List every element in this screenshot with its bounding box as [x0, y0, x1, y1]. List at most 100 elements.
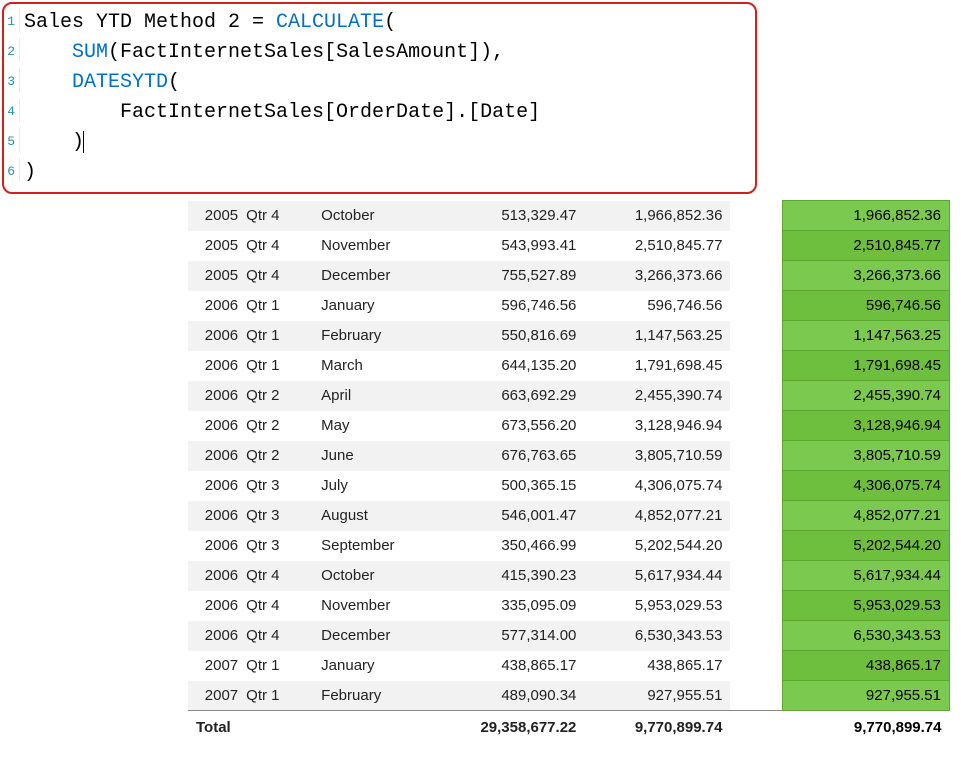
table-row[interactable]: 2006Qtr 4October415,390.235,617,934.445,… [188, 561, 950, 591]
ytd2-cell: 596,746.56 [783, 291, 950, 321]
gap-cell [730, 201, 782, 231]
dax-formula-editor[interactable]: 1Sales YTD Method 2 = CALCULATE(2 SUM(Fa… [2, 2, 757, 194]
ytd1-cell: 4,306,075.74 [584, 471, 730, 501]
ytd1-cell: 1,147,563.25 [584, 321, 730, 351]
ytd1-cell: 6,530,343.53 [584, 621, 730, 651]
results-table-container: 2005Qtr 4October513,329.471,966,852.361,… [188, 200, 950, 744]
amount-cell: 489,090.34 [449, 681, 585, 711]
ytd2-cell: 4,306,075.74 [783, 471, 950, 501]
ytd1-cell: 927,955.51 [584, 681, 730, 711]
amount-cell: 513,329.47 [449, 201, 585, 231]
table-row[interactable]: 2006Qtr 1March644,135.201,791,698.451,79… [188, 351, 950, 381]
amount-cell: 415,390.23 [449, 561, 585, 591]
table-row[interactable]: 2005Qtr 4December755,527.893,266,373.663… [188, 261, 950, 291]
month-cell: January [313, 651, 449, 681]
table-row[interactable]: 2006Qtr 3July500,365.154,306,075.744,306… [188, 471, 950, 501]
gap-cell [730, 411, 782, 441]
gap-cell [730, 501, 782, 531]
gap-cell [730, 651, 782, 681]
ytd2-cell: 5,202,544.20 [783, 531, 950, 561]
code-line-text[interactable]: ) [24, 158, 36, 188]
amount-cell: 596,746.56 [449, 291, 585, 321]
ytd1-cell: 1,966,852.36 [584, 201, 730, 231]
quarter-cell: Qtr 3 [240, 471, 313, 501]
table-row[interactable]: 2005Qtr 4November543,993.412,510,845.772… [188, 231, 950, 261]
line-number: 4 [6, 98, 20, 122]
table-row[interactable]: 2006Qtr 1January596,746.56596,746.56596,… [188, 291, 950, 321]
ytd2-cell: 1,966,852.36 [783, 201, 950, 231]
year-cell: 2006 [188, 531, 240, 561]
quarter-cell: Qtr 3 [240, 501, 313, 531]
code-line-text[interactable]: SUM(FactInternetSales[SalesAmount]), [24, 38, 504, 68]
table-row[interactable]: 2006Qtr 1February550,816.691,147,563.251… [188, 321, 950, 351]
gap-cell [730, 471, 782, 501]
month-cell: December [313, 621, 449, 651]
gap-cell [730, 231, 782, 261]
quarter-cell: Qtr 2 [240, 441, 313, 471]
month-cell: November [313, 231, 449, 261]
ytd1-cell: 2,510,845.77 [584, 231, 730, 261]
code-line-text[interactable]: DATESYTD( [24, 68, 180, 98]
table-row[interactable]: 2006Qtr 2April663,692.292,455,390.742,45… [188, 381, 950, 411]
quarter-cell: Qtr 1 [240, 291, 313, 321]
year-cell: 2007 [188, 681, 240, 711]
ytd1-cell: 438,865.17 [584, 651, 730, 681]
ytd2-cell: 2,510,845.77 [783, 231, 950, 261]
ytd1-cell: 4,852,077.21 [584, 501, 730, 531]
gap-cell [730, 291, 782, 321]
ytd1-cell: 2,455,390.74 [584, 381, 730, 411]
ytd1-cell: 5,953,029.53 [584, 591, 730, 621]
ytd1-cell: 3,128,946.94 [584, 411, 730, 441]
year-cell: 2007 [188, 651, 240, 681]
month-cell: January [313, 291, 449, 321]
ytd1-cell: 596,746.56 [584, 291, 730, 321]
month-cell: October [313, 561, 449, 591]
year-cell: 2006 [188, 291, 240, 321]
table-row[interactable]: 2007Qtr 1February489,090.34927,955.51927… [188, 681, 950, 711]
text-cursor [83, 131, 84, 153]
ytd2-cell: 3,805,710.59 [783, 441, 950, 471]
code-line-text[interactable]: Sales YTD Method 2 = CALCULATE( [24, 8, 396, 38]
results-tbody: 2005Qtr 4October513,329.471,966,852.361,… [188, 201, 950, 745]
year-cell: 2005 [188, 201, 240, 231]
line-number: 6 [6, 158, 20, 182]
ytd2-cell: 5,953,029.53 [783, 591, 950, 621]
month-cell: July [313, 471, 449, 501]
amount-cell: 438,865.17 [449, 651, 585, 681]
code-line-text[interactable]: ) [24, 128, 84, 158]
table-row[interactable]: 2006Qtr 3September350,466.995,202,544.20… [188, 531, 950, 561]
year-cell: 2006 [188, 501, 240, 531]
line-number: 3 [6, 68, 20, 92]
amount-cell: 550,816.69 [449, 321, 585, 351]
year-cell: 2006 [188, 381, 240, 411]
year-cell: 2006 [188, 471, 240, 501]
total-amount-cell: 29,358,677.22 [449, 711, 585, 745]
table-row[interactable]: 2006Qtr 2May673,556.203,128,946.943,128,… [188, 411, 950, 441]
year-cell: 2006 [188, 351, 240, 381]
line-number: 5 [6, 128, 20, 152]
ytd2-cell: 6,530,343.53 [783, 621, 950, 651]
table-row[interactable]: 2006Qtr 2June676,763.653,805,710.593,805… [188, 441, 950, 471]
ytd2-cell: 3,266,373.66 [783, 261, 950, 291]
amount-cell: 755,527.89 [449, 261, 585, 291]
total-row: Total29,358,677.229,770,899.749,770,899.… [188, 711, 950, 745]
month-cell: October [313, 201, 449, 231]
ytd2-cell: 5,617,934.44 [783, 561, 950, 591]
amount-cell: 644,135.20 [449, 351, 585, 381]
quarter-cell: Qtr 4 [240, 201, 313, 231]
month-cell: April [313, 381, 449, 411]
quarter-cell: Qtr 4 [240, 261, 313, 291]
table-row[interactable]: 2006Qtr 4November335,095.095,953,029.535… [188, 591, 950, 621]
table-row[interactable]: 2006Qtr 4December577,314.006,530,343.536… [188, 621, 950, 651]
table-row[interactable]: 2005Qtr 4October513,329.471,966,852.361,… [188, 201, 950, 231]
year-cell: 2006 [188, 441, 240, 471]
quarter-cell: Qtr 1 [240, 351, 313, 381]
quarter-cell: Qtr 1 [240, 651, 313, 681]
code-line-text[interactable]: FactInternetSales[OrderDate].[Date] [24, 98, 540, 128]
total-ytd2-cell: 9,770,899.74 [783, 711, 950, 745]
year-cell: 2005 [188, 231, 240, 261]
table-row[interactable]: 2007Qtr 1January438,865.17438,865.17438,… [188, 651, 950, 681]
table-row[interactable]: 2006Qtr 3August546,001.474,852,077.214,8… [188, 501, 950, 531]
quarter-cell: Qtr 4 [240, 621, 313, 651]
line-number: 1 [6, 8, 20, 32]
